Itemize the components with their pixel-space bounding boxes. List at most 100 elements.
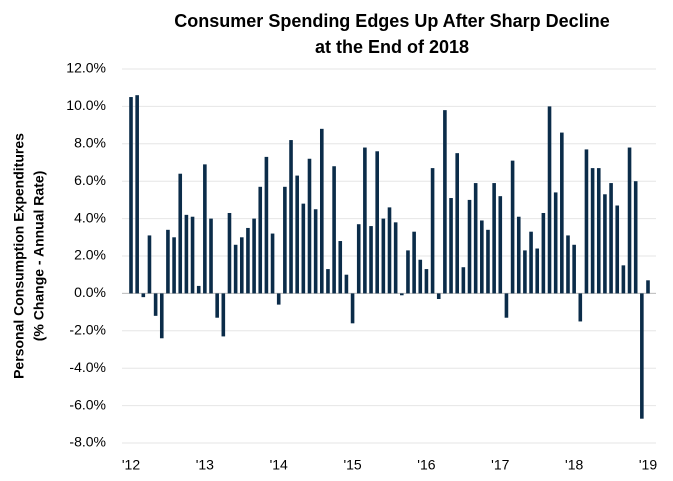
bar xyxy=(295,175,299,294)
bar xyxy=(264,156,269,294)
bar xyxy=(461,267,466,294)
y-tick-label: 2.0% xyxy=(74,247,106,263)
y-tick-label: 12.0% xyxy=(66,60,106,76)
x-tick-label: '14 xyxy=(270,457,288,473)
bar xyxy=(135,95,139,294)
y-tick-label: 6.0% xyxy=(74,172,106,188)
chart-title: at the End of 2018 xyxy=(315,37,469,57)
y-tick-label: 10.0% xyxy=(66,97,106,113)
bar xyxy=(412,231,416,294)
bar xyxy=(615,205,620,294)
x-tick-label: '17 xyxy=(491,457,509,473)
bar xyxy=(172,237,176,294)
bar xyxy=(406,250,410,294)
bar xyxy=(270,233,275,294)
bar xyxy=(246,227,250,294)
y-tick-label: 8.0% xyxy=(74,135,106,151)
bar xyxy=(313,209,318,294)
y-axis-label: (% Change - Annual Rate) xyxy=(31,171,47,342)
bar xyxy=(153,293,158,316)
chart-title: Consumer Spending Edges Up After Sharp D… xyxy=(174,11,609,31)
bar xyxy=(535,248,540,294)
bar xyxy=(338,241,343,294)
bar xyxy=(344,274,349,294)
bar xyxy=(553,192,558,294)
bar xyxy=(363,147,367,294)
bar xyxy=(332,166,336,294)
x-tick-label: '12 xyxy=(122,457,140,473)
bar xyxy=(547,106,552,294)
y-tick-label: -8.0% xyxy=(69,434,106,450)
bar xyxy=(455,153,460,294)
bar xyxy=(492,183,496,294)
bar xyxy=(436,293,441,300)
bar xyxy=(418,259,423,294)
bar xyxy=(252,218,256,294)
bar xyxy=(190,216,195,294)
bar xyxy=(640,293,644,419)
y-tick-label: 4.0% xyxy=(74,209,106,225)
bar xyxy=(393,222,398,294)
bar xyxy=(516,216,521,294)
bar xyxy=(529,231,533,294)
bar xyxy=(560,132,564,294)
bar xyxy=(590,168,595,294)
bar xyxy=(609,183,613,294)
bar xyxy=(387,207,392,294)
bar xyxy=(400,293,404,296)
bar xyxy=(603,194,607,294)
bar xyxy=(221,293,226,337)
bar xyxy=(209,218,213,294)
bar xyxy=(196,285,201,294)
bar xyxy=(541,212,546,294)
bar xyxy=(621,265,626,294)
bar xyxy=(233,244,238,294)
bar xyxy=(141,293,146,298)
bar xyxy=(307,158,312,294)
bar xyxy=(301,203,306,294)
bar xyxy=(449,198,453,294)
bar xyxy=(473,183,478,294)
bar xyxy=(178,173,183,294)
bar xyxy=(283,186,287,294)
bar xyxy=(504,293,509,318)
bar xyxy=(203,164,207,294)
bar xyxy=(633,181,638,294)
bar xyxy=(578,293,583,322)
bar xyxy=(443,110,447,294)
bar xyxy=(572,244,576,294)
bar xyxy=(289,140,293,294)
bar xyxy=(184,214,189,294)
y-tick-label: -6.0% xyxy=(69,396,106,412)
bar xyxy=(467,199,472,294)
x-tick-label: '15 xyxy=(343,457,361,473)
bar xyxy=(566,235,570,294)
bar xyxy=(486,229,490,294)
bar xyxy=(276,293,281,305)
bar xyxy=(430,168,435,294)
bar xyxy=(369,226,373,294)
bar xyxy=(258,186,263,294)
x-tick-label: '16 xyxy=(417,457,435,473)
bar xyxy=(239,237,244,294)
bar xyxy=(627,147,632,294)
bar xyxy=(147,235,152,294)
x-tick-label: '13 xyxy=(196,457,214,473)
bar xyxy=(480,220,484,294)
bar xyxy=(381,218,386,294)
bar xyxy=(646,280,650,294)
bar xyxy=(350,293,355,324)
bar xyxy=(159,293,164,339)
bar xyxy=(356,224,361,294)
bar xyxy=(523,250,527,294)
bar xyxy=(215,293,219,318)
bar xyxy=(319,128,324,294)
bar xyxy=(424,269,429,294)
x-tick-label: '19 xyxy=(639,457,657,473)
y-tick-label: -2.0% xyxy=(69,322,106,338)
bar xyxy=(498,196,503,294)
x-tick-label: '18 xyxy=(565,457,583,473)
bar xyxy=(129,97,133,294)
y-tick-label: -4.0% xyxy=(69,359,106,375)
